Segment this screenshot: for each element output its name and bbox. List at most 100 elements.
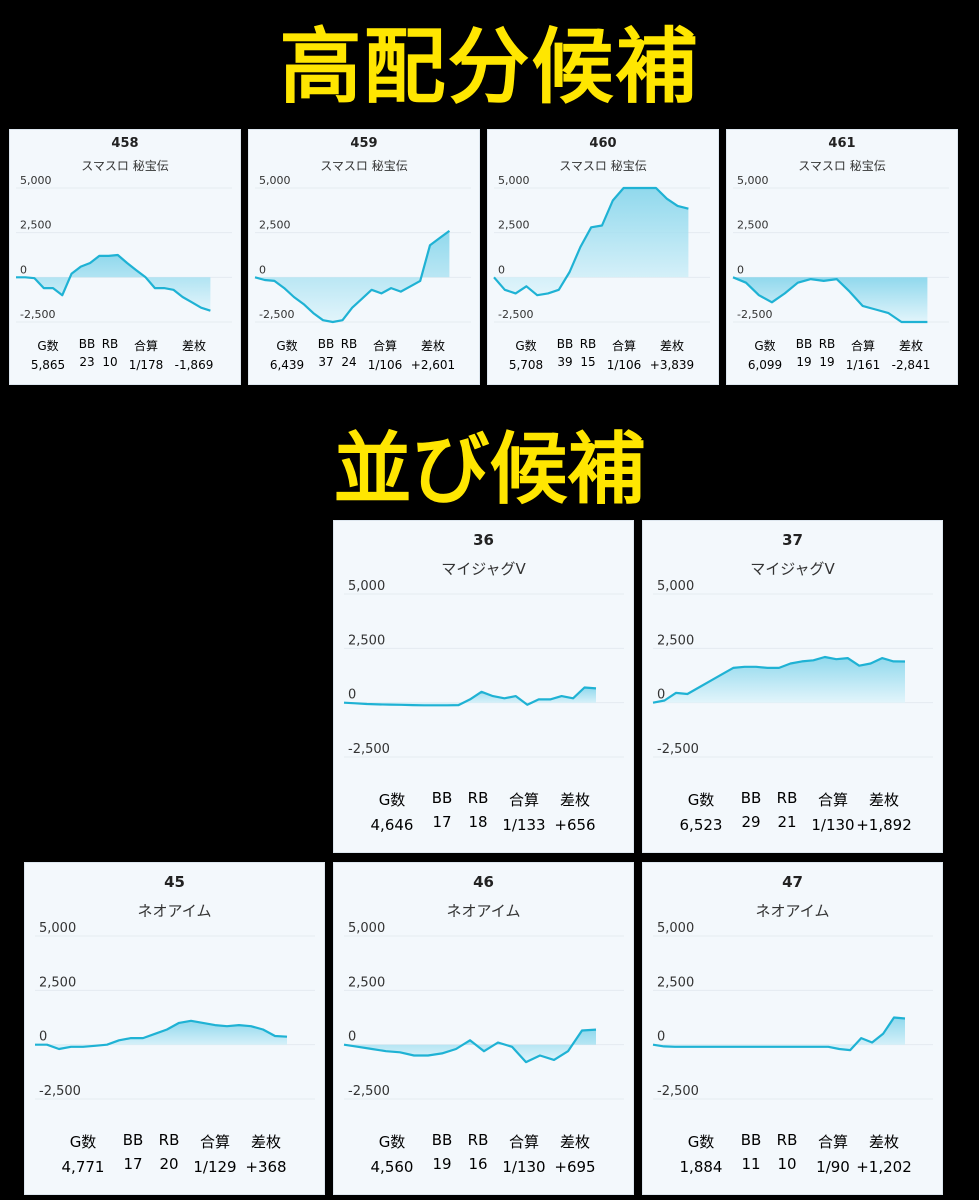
machine-model: マイジャグV xyxy=(441,560,526,578)
y-tick-label: -2,500 xyxy=(657,742,699,757)
stat-value: +2,601 xyxy=(410,358,456,372)
stat-diff: 差枚 +1,892 xyxy=(854,789,914,834)
stat-label: BB xyxy=(317,337,335,351)
stat-label: BB xyxy=(740,1131,762,1149)
stat-value: -1,869 xyxy=(174,358,214,372)
stat-label: 合算 xyxy=(817,1133,848,1151)
slot-card-47: 47 ネオアイム 5,000 2,500 0 -2,500 G数 1,884 BB 11 RB 10 合… xyxy=(642,862,943,1195)
stat-rb: RB 21 xyxy=(757,789,817,831)
series-area xyxy=(255,230,450,322)
machine-number: 461 xyxy=(828,136,856,151)
stat-label: G数 xyxy=(754,339,776,353)
stat-label: 合算 xyxy=(508,791,539,809)
y-tick-label: 0 xyxy=(737,263,744,276)
stat-g: G数 5,708 xyxy=(496,337,556,372)
difference-chart: 5,000 2,500 0 -2,500 xyxy=(35,921,315,1100)
series-line xyxy=(343,686,597,707)
y-tick-label: -2,500 xyxy=(348,1084,390,1099)
stat-value: 1/133 xyxy=(502,816,546,834)
stat-label: 合算 xyxy=(850,339,875,353)
stat-label: RB xyxy=(818,337,836,351)
y-tick-label: 2,500 xyxy=(39,975,76,990)
series-area xyxy=(344,1029,596,1063)
stat-total: 合算 1/130 xyxy=(494,1131,554,1176)
stat-value: 29 xyxy=(741,813,761,831)
stat-diff: 差枚 -2,841 xyxy=(881,337,941,372)
stat-rb: RB 20 xyxy=(139,1131,199,1173)
stat-value: 1,884 xyxy=(679,1158,723,1176)
stat-value: 16 xyxy=(468,1155,488,1173)
stat-value: 1/178 xyxy=(128,358,164,372)
stat-value: 21 xyxy=(777,813,797,831)
stat-label: 差枚 xyxy=(659,339,684,353)
stat-value: 4,646 xyxy=(370,816,414,834)
stat-label: 合算 xyxy=(372,339,397,353)
stat-label: 差枚 xyxy=(559,1133,590,1151)
machine-model: マイジャグV xyxy=(750,560,835,578)
stat-bb: BB 29 xyxy=(721,789,781,831)
stat-value: 15 xyxy=(580,355,596,369)
stat-value: 6,099 xyxy=(747,358,783,372)
stat-bb: BB 17 xyxy=(103,1131,163,1173)
series-area xyxy=(35,1020,287,1049)
y-tick-label: 2,500 xyxy=(498,219,530,232)
machine-number: 36 xyxy=(473,531,494,549)
y-tick-label: 0 xyxy=(348,1030,356,1045)
stat-value: 1/90 xyxy=(816,1158,850,1176)
series-area xyxy=(733,277,928,322)
stat-label: 差枚 xyxy=(559,791,590,809)
stat-label: G数 xyxy=(378,1133,406,1151)
stat-label: RB xyxy=(467,789,489,807)
high-allocation-heading: 高配分候補 xyxy=(279,20,700,115)
y-tick-label: -2,500 xyxy=(498,308,533,321)
stat-g: G数 4,771 xyxy=(53,1131,113,1176)
stat-value: +695 xyxy=(554,1158,596,1176)
y-tick-label: 5,000 xyxy=(259,174,291,187)
difference-chart: 5,000 2,500 0 -2,500 xyxy=(493,174,710,323)
stat-diff: 差枚 +656 xyxy=(545,789,605,834)
series-line xyxy=(254,230,451,324)
stat-total: 合算 1/178 xyxy=(116,337,176,372)
stat-value: 5,708 xyxy=(508,358,544,372)
machine-model: スマスロ 秘宝伝 xyxy=(559,159,647,173)
stat-total: 合算 1/106 xyxy=(594,337,654,372)
stat-g: G数 6,439 xyxy=(257,337,317,372)
series-area xyxy=(653,1017,905,1051)
stat-value: +368 xyxy=(245,1158,287,1176)
y-tick-label: 0 xyxy=(259,263,266,276)
stat-value: 24 xyxy=(341,355,357,369)
stat-diff: 差枚 +1,202 xyxy=(854,1131,914,1176)
y-tick-label: -2,500 xyxy=(259,308,294,321)
machine-model: ネオアイム xyxy=(137,902,212,920)
difference-chart: 5,000 2,500 0 -2,500 xyxy=(652,579,933,758)
stat-label: RB xyxy=(467,1131,489,1149)
slot-card-461: 461 スマスロ 秘宝伝 5,000 2,500 0 -2,500 G数 6,099 BB 19 R… xyxy=(726,129,958,385)
y-tick-label: 2,500 xyxy=(348,975,385,990)
stat-rb: RB 15 xyxy=(558,337,618,369)
slot-card-37: 37 マイジャグV 5,000 2,500 0 -2,500 G数 6,523 BB 29 RB 21… xyxy=(642,520,943,853)
stat-diff: 差枚 -1,869 xyxy=(164,337,224,372)
stat-value: 1/130 xyxy=(811,816,855,834)
y-tick-label: 2,500 xyxy=(259,219,291,232)
stat-label: BB xyxy=(122,1131,144,1149)
stat-label: RB xyxy=(340,337,358,351)
stat-bb: BB 23 xyxy=(57,337,117,369)
stat-rb: RB 16 xyxy=(448,1131,508,1173)
y-tick-label: -2,500 xyxy=(737,308,772,321)
stat-g: G数 6,523 xyxy=(671,789,731,834)
stat-diff: 差枚 +2,601 xyxy=(403,337,463,372)
series-line xyxy=(652,655,906,704)
stat-rb: RB 19 xyxy=(797,337,857,369)
stat-value: 10 xyxy=(777,1155,797,1173)
stat-value: 1/106 xyxy=(367,358,403,372)
stat-label: G数 xyxy=(276,339,298,353)
y-tick-label: 2,500 xyxy=(20,219,52,232)
machine-number: 47 xyxy=(782,873,803,891)
stat-bb: BB 37 xyxy=(296,337,356,369)
y-tick-label: 2,500 xyxy=(737,219,769,232)
stat-value: 4,560 xyxy=(370,1158,414,1176)
stat-label: RB xyxy=(101,337,119,351)
y-tick-label: -2,500 xyxy=(657,1084,699,1099)
slot-card-46: 46 ネオアイム 5,000 2,500 0 -2,500 G数 4,560 BB 19 RB 16 合… xyxy=(333,862,634,1195)
stat-label: 差枚 xyxy=(250,1133,281,1151)
